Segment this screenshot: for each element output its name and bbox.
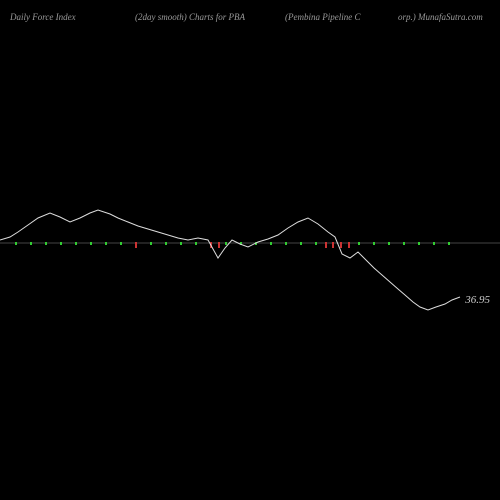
current-value-label: 36.95 xyxy=(465,294,490,306)
chart-svg xyxy=(0,0,500,500)
force-index-chart: 36.95 xyxy=(0,0,500,500)
